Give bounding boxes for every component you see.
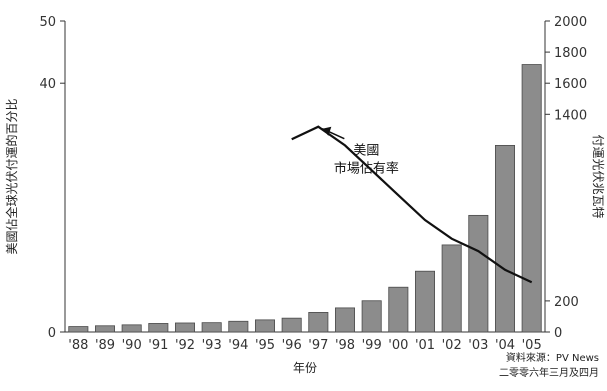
- x-tick-label: '00: [388, 338, 408, 353]
- shipment-bar: [148, 323, 169, 333]
- shipment-bar: [254, 319, 275, 333]
- left-tick-label: 40: [39, 77, 56, 92]
- source-line-2: 二零零六年三月及四月: [499, 368, 599, 379]
- x-axis-title: 年份: [293, 361, 317, 375]
- shipment-bar: [281, 317, 302, 333]
- shipment-bar: [68, 326, 89, 333]
- market-share-label-line1: 美國: [353, 144, 379, 159]
- shipment-bar: [308, 312, 329, 333]
- right-tick-label: 0: [554, 326, 562, 341]
- x-tick-label: '05: [522, 338, 542, 353]
- right-tick-label: 2000: [554, 15, 587, 30]
- x-tick-label: '88: [68, 338, 88, 353]
- shipment-bar: [441, 244, 462, 333]
- right-tick-label: 1400: [554, 108, 587, 123]
- x-tick-label: '90: [122, 338, 142, 353]
- source-line-1: 資料來源：PV News: [505, 353, 599, 364]
- shipment-bar: [121, 324, 142, 333]
- shipment-bar: [201, 322, 222, 333]
- shipment-bar: [494, 144, 515, 333]
- shipment-bar: [468, 214, 489, 333]
- shipment-bar: [174, 322, 195, 333]
- shipment-bar: [334, 307, 355, 333]
- x-tick-label: '01: [415, 338, 435, 353]
- x-tick-label: '95: [255, 338, 275, 353]
- x-tick-label: '98: [335, 338, 355, 353]
- x-tick-label: '03: [468, 338, 488, 353]
- shipment-bar: [521, 64, 542, 333]
- x-tick-label: '93: [202, 338, 222, 353]
- market-share-line: [291, 125, 533, 284]
- shipment-bar: [228, 320, 249, 333]
- left-tick-label: 0: [48, 326, 56, 341]
- x-tick-label: '99: [362, 338, 382, 353]
- shipment-bar: [95, 325, 116, 333]
- right-tick-label: 1800: [554, 46, 587, 61]
- right-tick-label: 200: [554, 295, 579, 310]
- x-tick-label: '92: [175, 338, 195, 353]
- y-axis-title-left: 美國佔全球光伏付運的百分比: [4, 98, 19, 254]
- x-tick-label: '04: [495, 338, 515, 353]
- x-tick-label: '94: [228, 338, 248, 353]
- x-tick-label: '97: [308, 338, 328, 353]
- market-share-arrow-head: [322, 126, 332, 136]
- x-tick-label: '89: [95, 338, 115, 353]
- y-axis-title-right: 付運光伏兆瓦特: [591, 134, 606, 218]
- shipment-bar: [361, 300, 382, 333]
- x-tick-label: '02: [442, 338, 462, 353]
- x-tick-label: '91: [148, 338, 168, 353]
- shipment-bar: [388, 286, 409, 333]
- right-tick-label: 1600: [554, 77, 587, 92]
- shipment-bar: [414, 270, 435, 333]
- x-tick-label: '96: [282, 338, 302, 353]
- left-tick-label: 50: [39, 15, 56, 30]
- market-share-label-line2: 市場佔有率: [334, 161, 399, 177]
